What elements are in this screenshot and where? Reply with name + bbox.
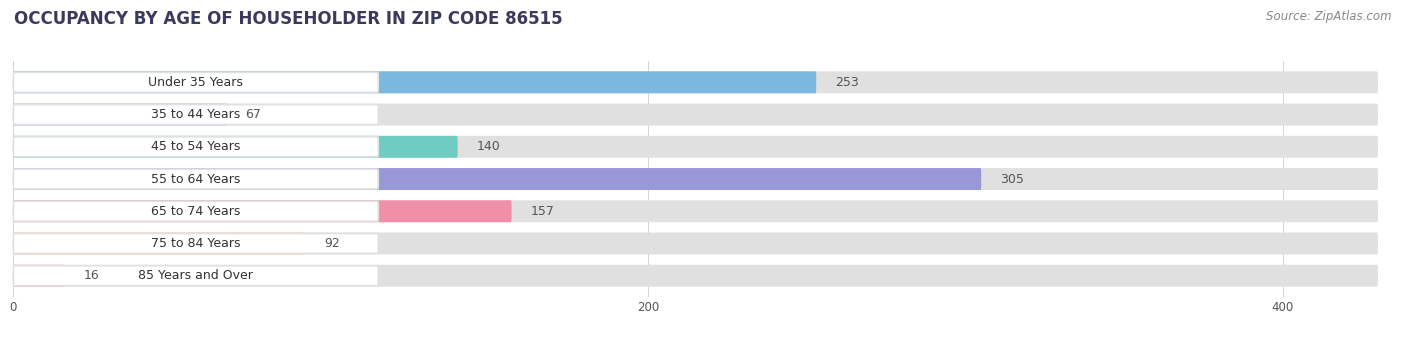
Text: 140: 140 — [477, 140, 501, 153]
FancyBboxPatch shape — [14, 104, 226, 125]
FancyBboxPatch shape — [14, 200, 512, 222]
FancyBboxPatch shape — [14, 169, 378, 189]
FancyBboxPatch shape — [14, 168, 981, 190]
FancyBboxPatch shape — [14, 201, 378, 221]
Text: 65 to 74 Years: 65 to 74 Years — [152, 205, 240, 218]
Text: 92: 92 — [325, 237, 340, 250]
FancyBboxPatch shape — [14, 265, 1378, 287]
FancyBboxPatch shape — [14, 233, 305, 254]
Text: 75 to 84 Years: 75 to 84 Years — [150, 237, 240, 250]
Text: 55 to 64 Years: 55 to 64 Years — [152, 173, 240, 186]
FancyBboxPatch shape — [14, 105, 378, 124]
FancyBboxPatch shape — [14, 104, 1378, 125]
FancyBboxPatch shape — [14, 136, 1378, 158]
Text: Under 35 Years: Under 35 Years — [149, 76, 243, 89]
FancyBboxPatch shape — [14, 266, 378, 286]
FancyBboxPatch shape — [14, 136, 457, 158]
Text: OCCUPANCY BY AGE OF HOUSEHOLDER IN ZIP CODE 86515: OCCUPANCY BY AGE OF HOUSEHOLDER IN ZIP C… — [14, 10, 562, 28]
FancyBboxPatch shape — [14, 200, 1378, 222]
Text: 157: 157 — [530, 205, 554, 218]
Text: 16: 16 — [83, 269, 98, 282]
FancyBboxPatch shape — [14, 168, 1378, 190]
Text: 67: 67 — [245, 108, 262, 121]
Text: Source: ZipAtlas.com: Source: ZipAtlas.com — [1267, 10, 1392, 23]
FancyBboxPatch shape — [14, 137, 378, 157]
FancyBboxPatch shape — [14, 233, 1378, 254]
FancyBboxPatch shape — [14, 71, 1378, 93]
FancyBboxPatch shape — [14, 234, 378, 253]
Text: 35 to 44 Years: 35 to 44 Years — [152, 108, 240, 121]
Text: 85 Years and Over: 85 Years and Over — [138, 269, 253, 282]
Text: 253: 253 — [835, 76, 859, 89]
FancyBboxPatch shape — [14, 72, 378, 92]
FancyBboxPatch shape — [14, 71, 817, 93]
Text: 45 to 54 Years: 45 to 54 Years — [152, 140, 240, 153]
Text: 305: 305 — [1000, 173, 1024, 186]
FancyBboxPatch shape — [14, 265, 65, 287]
